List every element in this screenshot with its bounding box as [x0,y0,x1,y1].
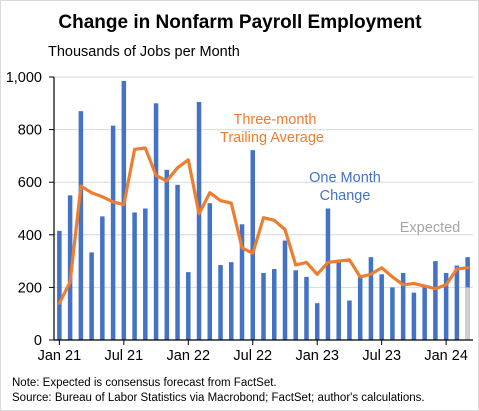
bar-jan-23 [314,303,320,340]
bar-feb-23 [325,208,331,340]
bar-jan-24 [443,272,449,340]
bars-one-month [57,80,470,340]
x-tick-jan-24: Jan 24 [424,348,468,364]
bar-dec-23 [433,261,438,340]
bar-may-22 [229,262,234,340]
avg-label-line1: Three-month [233,112,316,128]
bar-apr-22 [218,265,223,340]
x-tick-jul-21: Jul 21 [104,348,143,364]
bar-aug-21 [132,212,137,340]
bar-jul-22 [250,150,256,340]
bar-sep-21 [143,208,148,340]
bar-jul-23 [379,274,384,340]
bar-may-23 [357,276,363,340]
avg-label-line2: Trailing Average [220,130,324,146]
x-tick-jan-23: Jan 23 [295,348,339,364]
bar-dec-21 [175,184,180,340]
bar-label-line1: One Month [309,170,381,186]
bar-jun-21 [110,125,116,340]
bar-nov-22 [293,270,298,340]
bar-label-line2: Change [320,188,371,204]
bar-aug-23 [390,287,395,340]
source-text: Source: Bureau of Labor Statistics via M… [12,392,425,404]
x-tick-jul-23: Jul 23 [362,348,401,364]
bar-jan-22 [186,272,191,340]
avg-annotation: Three-month Trailing Average [220,112,324,146]
bar-mar-23 [336,261,341,340]
trailing-average-line [57,146,470,305]
gridlines [54,76,473,288]
y-tick-200: 200 [18,280,42,296]
bar-feb-22 [196,101,202,340]
bar-apr-21 [89,252,94,340]
y-tick-1000: 1,000 [6,70,42,86]
bar-jan-21 [57,230,62,340]
bar-sep-22 [271,268,277,340]
bar-dec-22 [304,276,309,340]
bar-oct-21 [153,103,159,340]
y-tick-labels: 0 200 400 600 800 1,000 [6,70,42,349]
y-tick-0: 0 [34,333,42,349]
y-tick-600: 600 [18,175,42,191]
bar-mar-22 [207,203,213,340]
bar-jun-22 [239,224,245,340]
bar-oct-23 [411,292,417,340]
bar-nov-21 [164,169,170,340]
x-tick-jan-21: Jan 21 [38,348,82,364]
chart-title: Change in Nonfarm Payroll Employment [58,12,422,33]
x-tick-jan-22: Jan 22 [167,348,211,364]
bar-oct-22 [282,240,288,340]
bar-nov-23 [422,286,427,340]
axes [49,76,473,345]
bar-aug-22 [261,272,266,340]
y-tick-400: 400 [18,228,42,244]
x-tick-labels: Jan 21 Jul 21 Jan 22 Jul 22 Jan 23 Jul 23 Jan … [38,348,468,364]
x-tick-jul-22: Jul 22 [233,348,272,364]
bar-apr-23 [347,300,352,340]
note-text: Note: Expected is consensus forecast fro… [12,377,277,389]
y-tick-800: 800 [18,123,42,139]
line-trailing-average [57,146,470,305]
bar-jun-23 [368,257,374,340]
y-axis-label: Thousands of Jobs per Month [48,44,240,60]
bar-annotation: One Month Change [309,170,381,204]
expected-label: Expected [400,220,460,236]
bar-may-21 [100,216,105,340]
bar-sep-23 [400,272,406,340]
bar-mar-21 [78,111,84,340]
bar-feb-24 [454,265,460,340]
expected-bar-mar-24 [465,287,470,340]
bar-jul-21 [121,80,127,340]
bars-expected [465,287,470,340]
